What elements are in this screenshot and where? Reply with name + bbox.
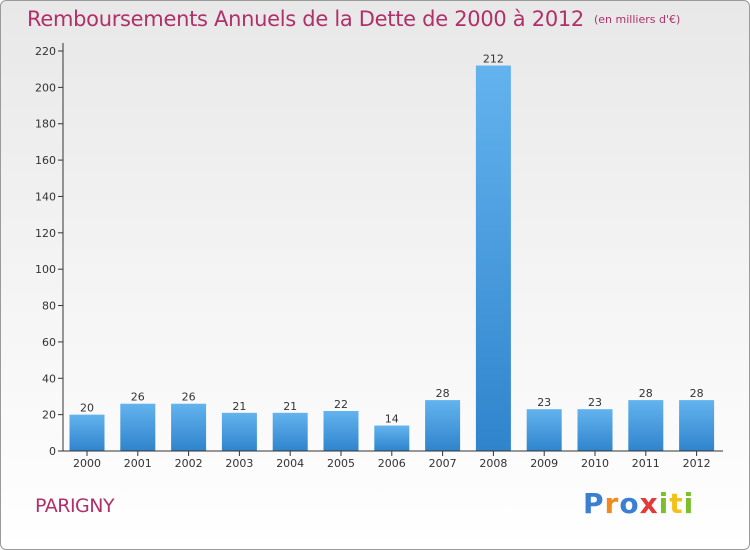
y-tick-label: 160 bbox=[35, 154, 56, 167]
y-tick-label: 80 bbox=[42, 300, 56, 313]
bar-value-label: 21 bbox=[283, 400, 297, 413]
y-tick-label: 120 bbox=[35, 227, 56, 240]
bar bbox=[171, 403, 207, 451]
bar-value-label: 23 bbox=[588, 396, 602, 409]
bar bbox=[628, 400, 664, 451]
commune-name: PARIGNY bbox=[35, 495, 115, 517]
bar-value-label: 22 bbox=[334, 398, 348, 411]
bar-value-label: 21 bbox=[232, 400, 246, 413]
bar bbox=[272, 412, 308, 451]
y-tick-label: 40 bbox=[42, 372, 56, 385]
chart-unit-label: (en milliers d'€) bbox=[594, 13, 681, 26]
x-tick-label: 2005 bbox=[327, 457, 355, 470]
bar bbox=[577, 409, 613, 451]
bar bbox=[425, 400, 461, 451]
x-tick-label: 2007 bbox=[429, 457, 457, 470]
bar bbox=[475, 65, 511, 451]
bar-value-label: 212 bbox=[483, 53, 504, 66]
logo-letter: P bbox=[583, 487, 605, 520]
bar-value-label: 26 bbox=[131, 391, 145, 404]
y-tick-label: 100 bbox=[35, 263, 56, 276]
bar-value-label: 28 bbox=[639, 387, 653, 400]
x-tick-label: 2012 bbox=[683, 457, 711, 470]
x-tick-label: 2008 bbox=[479, 457, 507, 470]
bar-value-label: 14 bbox=[385, 413, 399, 426]
chart-title: Remboursements Annuels de la Dette de 20… bbox=[27, 7, 680, 31]
logo-letter: i bbox=[683, 487, 695, 520]
bar bbox=[323, 411, 359, 451]
bar-value-label: 23 bbox=[537, 396, 551, 409]
x-tick-label: 2001 bbox=[124, 457, 152, 470]
bar bbox=[221, 412, 257, 451]
x-tick-label: 2002 bbox=[175, 457, 203, 470]
bar bbox=[69, 414, 105, 451]
logo-letter: r bbox=[604, 487, 620, 520]
y-tick-label: 200 bbox=[35, 81, 56, 94]
bar bbox=[374, 425, 410, 451]
x-tick-label: 2006 bbox=[378, 457, 406, 470]
x-tick-label: 2010 bbox=[581, 457, 609, 470]
bar-value-label: 26 bbox=[182, 391, 196, 404]
bar bbox=[679, 400, 715, 451]
chart-title-text: Remboursements Annuels de la Dette de 20… bbox=[27, 7, 584, 31]
x-tick-label: 2000 bbox=[73, 457, 101, 470]
bar-value-label: 28 bbox=[436, 387, 450, 400]
bar bbox=[526, 409, 562, 451]
y-tick-label: 20 bbox=[42, 409, 56, 422]
y-tick-label: 0 bbox=[49, 445, 56, 458]
bar bbox=[120, 403, 156, 451]
y-tick-label: 220 bbox=[35, 45, 56, 58]
x-tick-label: 2003 bbox=[225, 457, 253, 470]
y-tick-label: 60 bbox=[42, 336, 56, 349]
y-tick-label: 180 bbox=[35, 118, 56, 131]
y-tick-label: 140 bbox=[35, 190, 56, 203]
x-tick-label: 2004 bbox=[276, 457, 304, 470]
brand-logo: Proxiti bbox=[583, 487, 694, 520]
x-tick-label: 2011 bbox=[632, 457, 660, 470]
x-tick-label: 2009 bbox=[530, 457, 558, 470]
logo-letter: i bbox=[658, 487, 670, 520]
bar-value-label: 28 bbox=[690, 387, 704, 400]
logo-letter: t bbox=[669, 487, 684, 520]
logo-letter: x bbox=[639, 487, 659, 520]
bar-value-label: 20 bbox=[80, 402, 94, 415]
logo-letter: o bbox=[619, 487, 640, 520]
